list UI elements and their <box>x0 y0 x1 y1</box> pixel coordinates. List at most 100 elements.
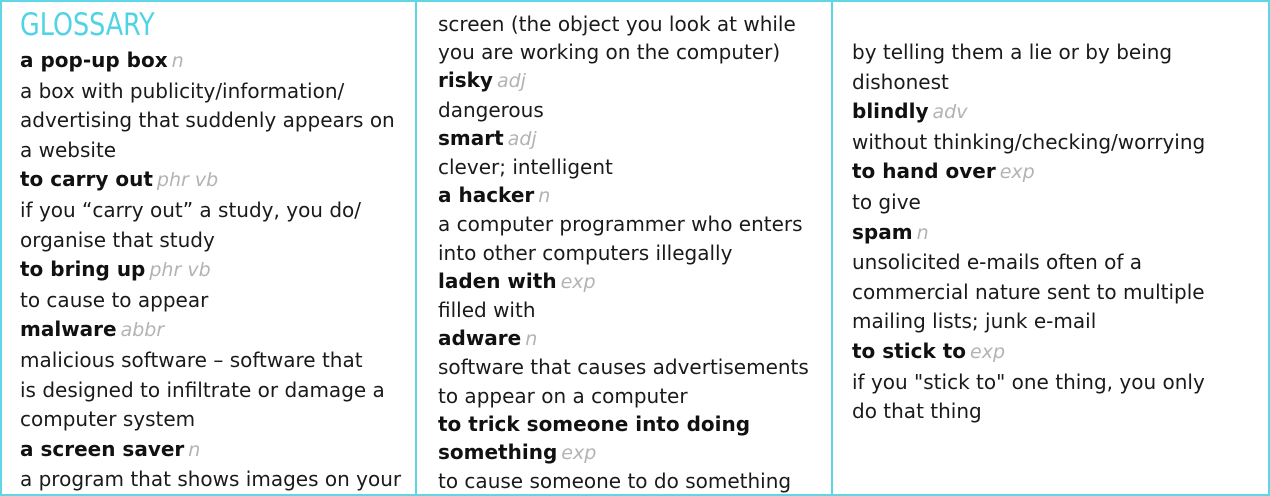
glossary-definition: by telling them a lie or by being <box>852 40 1173 64</box>
glossary-term-line: blindly adv <box>852 97 1266 128</box>
glossary-definition: dangerous <box>438 97 544 122</box>
glossary-column-3: by telling them a lie or by being dishone… <box>834 2 1266 494</box>
glossary-column-1: GLOSSARY a pop-up box n a box with publici… <box>2 2 416 494</box>
glossary-definition: a computer programmer who enters <box>438 212 803 237</box>
column-divider <box>415 0 417 496</box>
glossary-term: to trick someone into doing <box>438 411 751 436</box>
part-of-speech: n <box>171 50 184 72</box>
part-of-speech: abbr <box>120 319 165 342</box>
glossary-definition: a box with publicity/information/ <box>20 78 345 103</box>
glossary-definition: filled with <box>438 298 536 323</box>
glossary-definition: to cause someone to do something <box>438 469 792 494</box>
glossary-definition-line: is designed to infiltrate or damage a <box>20 376 416 406</box>
glossary-term-line: spam n <box>852 218 1266 249</box>
glossary-definition: organise that study <box>20 227 215 252</box>
column-divider <box>831 0 833 496</box>
glossary-definition-line: a box with publicity/information/ <box>20 77 416 107</box>
glossary-definition-line: commercial nature sent to multiple <box>852 278 1266 308</box>
glossary-definition-line: organise that study <box>20 226 416 256</box>
glossary-title: GLOSSARY <box>20 7 155 43</box>
glossary-definition: software that causes advertisements <box>438 355 809 380</box>
glossary-definition: is designed to infiltrate or damage a <box>20 377 385 402</box>
glossary-term-line: smart adj <box>438 124 832 153</box>
glossary-definition: a website <box>20 137 117 162</box>
glossary-definition: do that thing <box>852 399 982 424</box>
part-of-speech: adj <box>496 70 526 93</box>
glossary-term-line: laden with exp <box>438 267 832 296</box>
part-of-speech: exp <box>999 161 1035 184</box>
glossary-definition: a program that shows images on your <box>20 467 402 492</box>
glossary-definition-line: if you “carry out” a study, you do/ <box>20 196 416 226</box>
glossary-term-line: malware abbr <box>20 315 416 346</box>
glossary-definition: clever; intelligent <box>438 155 613 180</box>
glossary-definition-line: a program that shows images on your <box>20 465 416 494</box>
part-of-speech: exp <box>560 270 596 293</box>
glossary-term: something <box>438 440 558 465</box>
glossary-definition: commercial nature sent to multiple <box>852 279 1205 304</box>
column-entries: screen (the object you look at while you … <box>438 10 832 494</box>
glossary-term-line: to trick someone into doing <box>438 410 832 438</box>
glossary-term-line: to carry out phr vb <box>20 165 416 196</box>
glossary-definition: to appear on a computer <box>438 383 688 408</box>
glossary-term-line: something exp <box>438 438 832 467</box>
glossary-definition: without thinking/checking/worrying <box>852 129 1206 154</box>
glossary-definition: to give <box>852 189 921 214</box>
glossary-definition-line: by telling them a lie or by being <box>852 38 1266 68</box>
glossary-definition-line: dishonest <box>852 68 1266 98</box>
part-of-speech: phr vb <box>156 169 219 192</box>
glossary-term: laden with <box>438 268 557 293</box>
glossary-definition: unsolicited e-mails often of a <box>852 250 1143 275</box>
part-of-speech: exp <box>970 340 1006 363</box>
glossary-term: smart <box>438 125 504 150</box>
glossary-definition-line: a website <box>20 136 416 166</box>
glossary-definition: if you "stick to" one thing, you only <box>852 369 1205 394</box>
glossary-term-line: to bring up phr vb <box>20 255 416 286</box>
glossary-definition-line: to cause someone to do something <box>438 467 832 494</box>
glossary-definition-line: to give <box>852 188 1266 218</box>
part-of-speech: adv <box>932 101 968 124</box>
glossary-definition-line: screen (the object you look at while <box>438 10 832 38</box>
glossary-term: a screen saver <box>20 436 185 461</box>
glossary-term-line: a hacker n <box>438 181 832 210</box>
part-of-speech: n <box>538 185 551 208</box>
part-of-speech: n <box>916 221 929 244</box>
glossary-term: malware <box>20 317 117 342</box>
part-of-speech: adj <box>507 127 537 150</box>
glossary-term: adware <box>438 326 522 351</box>
glossary-term-line: risky adj <box>438 66 832 95</box>
glossary-definition-line: malicious software – software that <box>20 346 416 376</box>
glossary-term: blindly <box>852 99 929 124</box>
glossary-term-line: adware n <box>438 324 832 353</box>
glossary-definition: screen (the object you look at while <box>438 12 796 36</box>
glossary-definition-line: if you "stick to" one thing, you only <box>852 368 1266 398</box>
part-of-speech: phr vb <box>149 259 211 282</box>
column-entries: a pop-up box n a box with publicity/inform… <box>20 46 416 494</box>
glossary-term: spam <box>852 219 913 244</box>
glossary-definition: into other computers illegally <box>438 240 733 265</box>
glossary-definition-line: a computer programmer who enters <box>438 210 832 238</box>
glossary-definition-line: to appear on a computer <box>438 382 832 410</box>
glossary-definition-line: you are working on the computer) <box>438 38 832 66</box>
glossary-definition-line: advertising that suddenly appears on <box>20 106 416 136</box>
glossary-term: risky <box>438 68 493 93</box>
glossary-term-line: a screen saver n <box>20 435 416 466</box>
glossary-term-line: to hand over exp <box>852 157 1266 188</box>
glossary-term-line: a pop-up box n <box>20 46 416 77</box>
glossary-definition-line: dangerous <box>438 96 832 124</box>
glossary-definition-line: clever; intelligent <box>438 153 832 181</box>
glossary-definition-line: to cause to appear <box>20 286 416 316</box>
glossary-term: to hand over <box>852 159 996 184</box>
glossary-definition: advertising that suddenly appears on <box>20 108 395 133</box>
part-of-speech: n <box>188 438 201 461</box>
glossary-definition-line: computer system <box>20 405 416 435</box>
part-of-speech: exp <box>561 442 597 465</box>
glossary-column-2: screen (the object you look at while you … <box>418 2 832 494</box>
glossary-definition: you are working on the computer) <box>438 40 781 65</box>
glossary-definition: computer system <box>20 407 196 432</box>
glossary-definition-line: do that thing <box>852 397 1266 427</box>
glossary-definition-line: filled with <box>438 296 832 324</box>
glossary-definition: dishonest <box>852 69 949 94</box>
glossary-definition-line: mailing lists; junk e-mail <box>852 307 1266 337</box>
glossary-definition-line: unsolicited e-mails often of a <box>852 248 1266 278</box>
